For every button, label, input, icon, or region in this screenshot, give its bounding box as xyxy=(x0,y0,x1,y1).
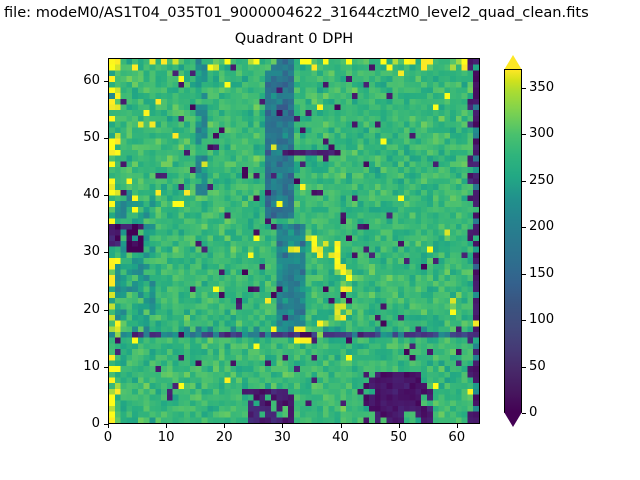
colorbar-tick-label: 0 xyxy=(529,405,538,420)
x-tick xyxy=(456,424,458,428)
colorbar-extend-top-arrow xyxy=(504,55,522,70)
colorbar-tick-label: 250 xyxy=(529,172,555,188)
colorbar-tick-label: 350 xyxy=(529,79,555,95)
y-tick-label: 50 xyxy=(83,130,100,146)
x-tick xyxy=(340,424,342,428)
x-tick-label: 60 xyxy=(448,430,466,445)
x-tick xyxy=(166,424,168,428)
x-tick-label: 10 xyxy=(157,430,175,445)
colorbar-gradient xyxy=(504,69,522,413)
x-tick-label: 40 xyxy=(332,430,349,445)
heatmap-image xyxy=(109,59,479,423)
colorbar-tick xyxy=(522,413,526,414)
x-tick xyxy=(224,424,226,428)
figure-suptitle-clip: in file: modeM0/AS1T04_035T01_9000004622… xyxy=(0,2,640,24)
x-tick-label: 30 xyxy=(273,430,291,445)
heatmap-axes[interactable] xyxy=(108,58,480,424)
colorbar-tick-label: 100 xyxy=(529,312,555,328)
y-tick-label: 20 xyxy=(83,301,100,317)
y-tick-label: 60 xyxy=(83,72,100,88)
x-tick xyxy=(282,424,284,428)
colorbar-extend-bottom-arrow xyxy=(504,412,522,427)
y-tick xyxy=(104,80,108,82)
y-tick xyxy=(104,424,108,425)
y-tick-label: 40 xyxy=(83,187,100,203)
colorbar-tick xyxy=(522,273,526,275)
y-tick xyxy=(104,309,108,311)
colorbar-tick-label: 50 xyxy=(529,358,546,374)
x-tick-label: 20 xyxy=(215,430,233,445)
y-tick-label: 30 xyxy=(83,244,100,260)
y-tick xyxy=(104,138,108,140)
colorbar-tick xyxy=(522,227,526,229)
colorbar-tick xyxy=(522,320,526,322)
colorbar-tick xyxy=(522,134,526,136)
y-tick-label: 10 xyxy=(83,358,100,374)
figure-suptitle: in file: modeM0/AS1T04_035T01_9000004622… xyxy=(0,4,589,21)
colorbar-tick xyxy=(522,366,526,368)
y-tick xyxy=(104,195,108,197)
colorbar-tick xyxy=(522,180,526,182)
colorbar-tick-label: 300 xyxy=(529,126,555,142)
x-tick xyxy=(398,424,400,428)
colorbar-tick-label: 150 xyxy=(529,265,555,281)
x-tick xyxy=(108,424,109,428)
y-tick xyxy=(104,252,108,254)
axes-title: Quadrant 0 DPH xyxy=(234,30,354,47)
x-tick-label: 50 xyxy=(390,430,408,445)
colorbar-tick-label: 200 xyxy=(529,219,555,235)
colorbar-tick xyxy=(522,87,526,89)
y-tick-label: 0 xyxy=(91,416,100,431)
y-tick xyxy=(104,366,108,368)
x-tick-label: 0 xyxy=(103,430,113,445)
colorbar[interactable] xyxy=(504,55,522,427)
